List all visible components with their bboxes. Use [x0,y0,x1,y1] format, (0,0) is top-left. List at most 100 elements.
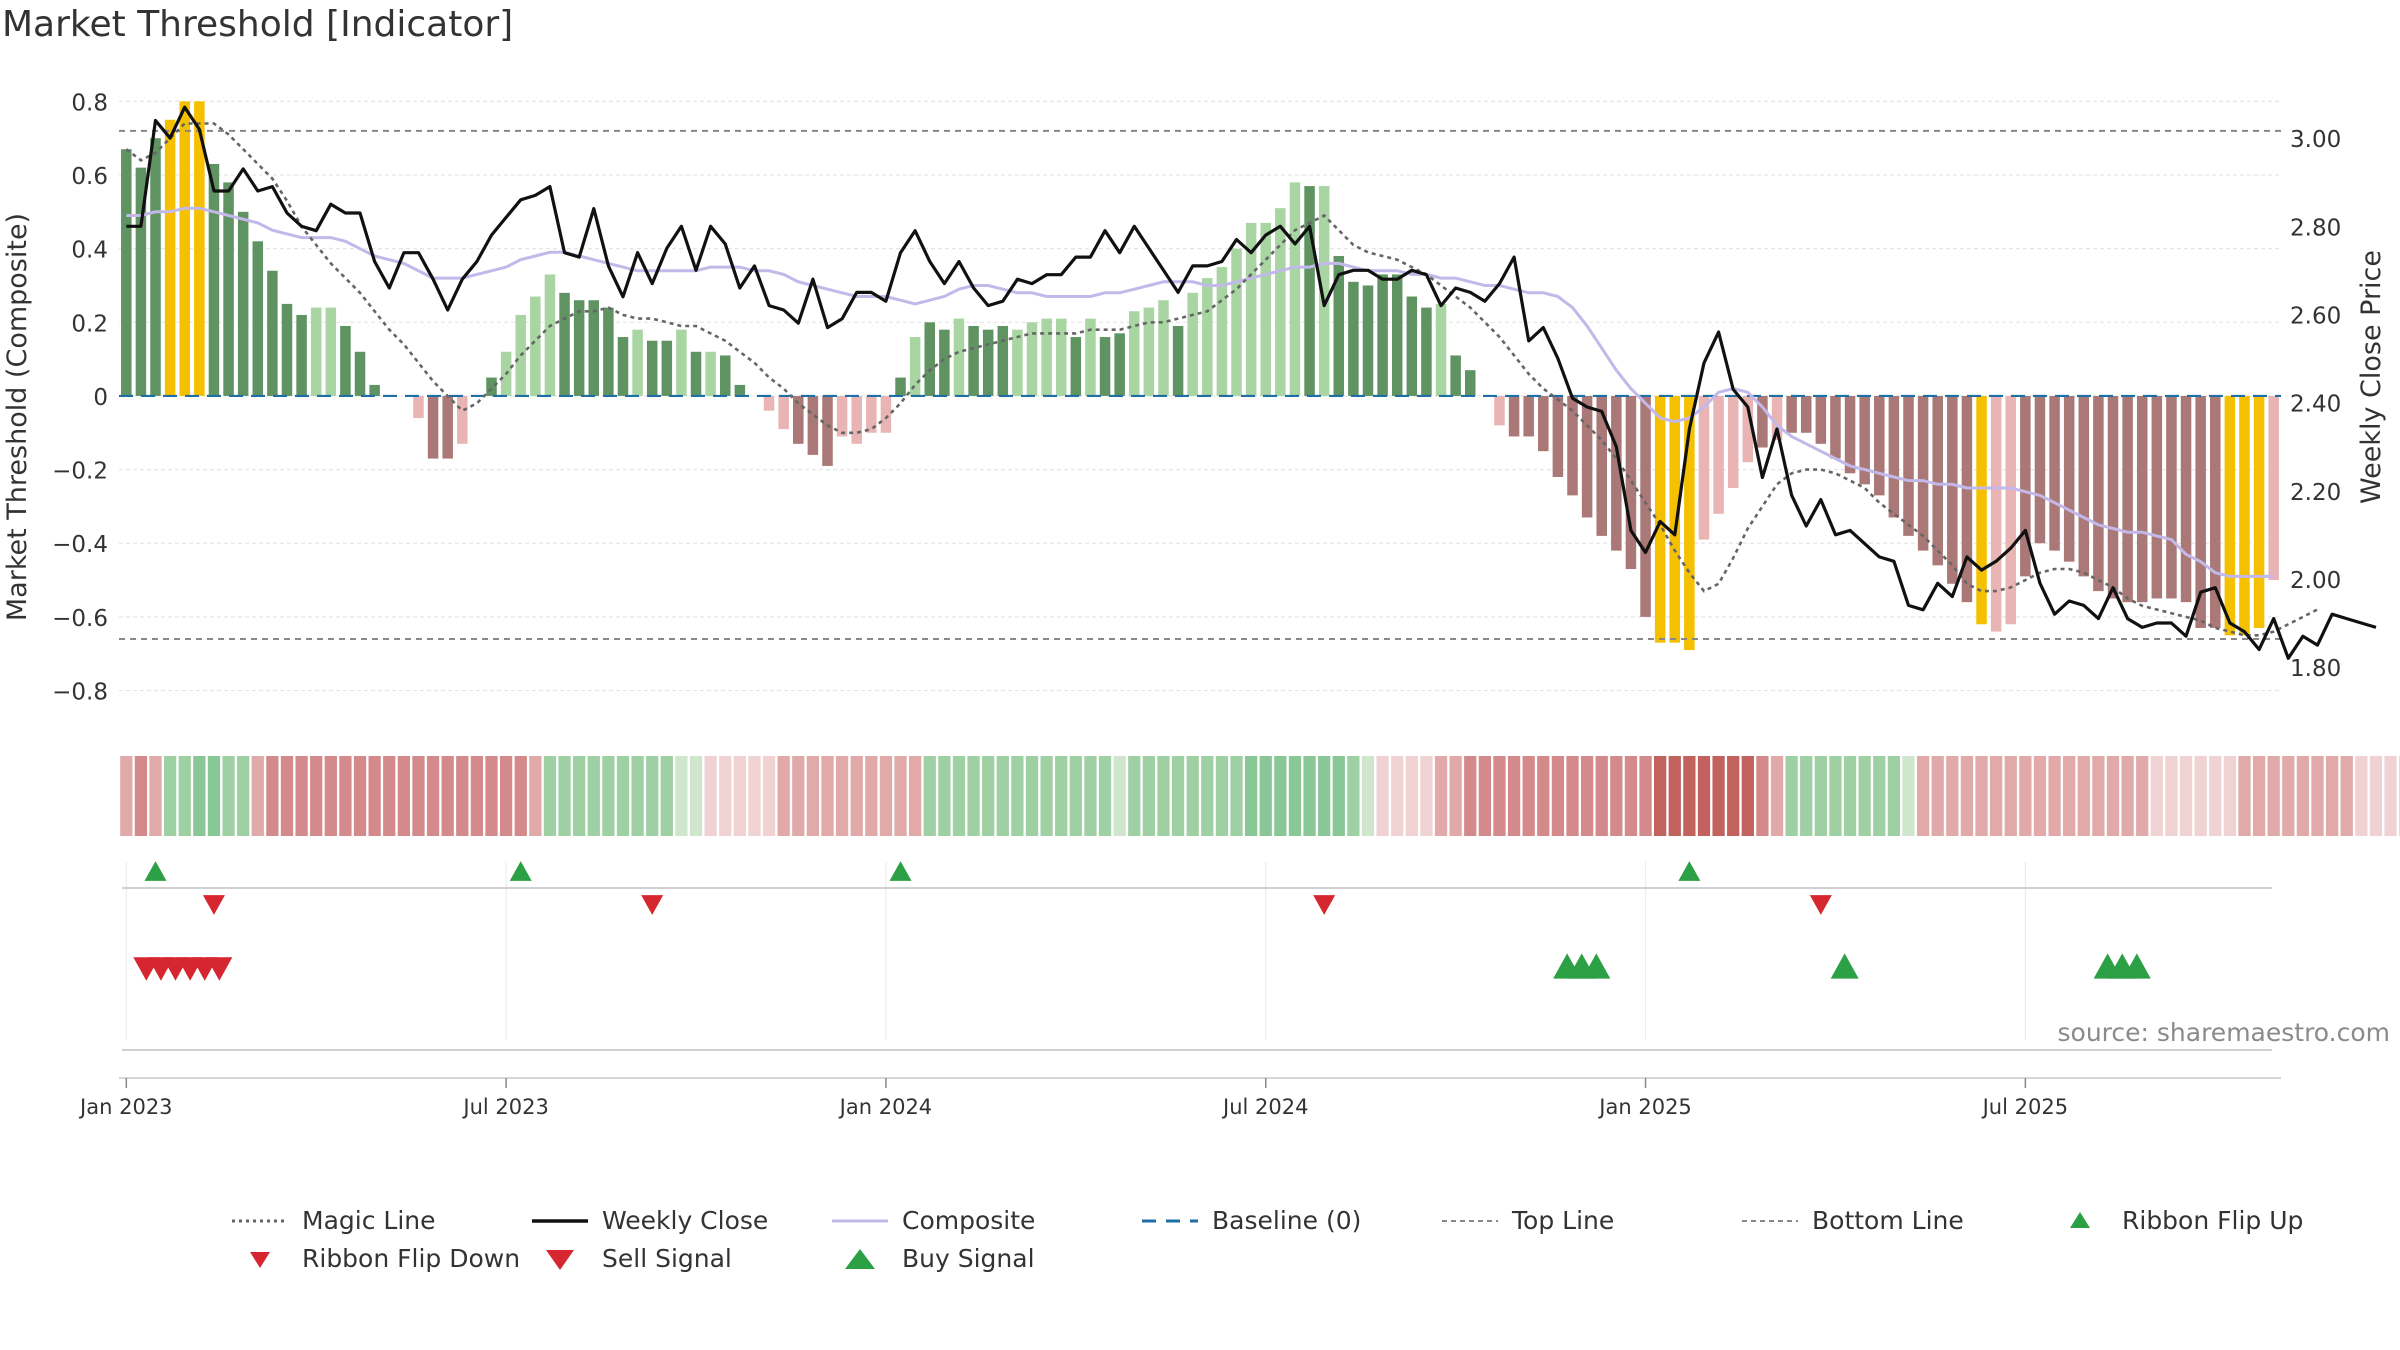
ribbon-cell [616,756,630,836]
composite-bar [1611,395,1622,551]
ribbon-cell [2296,756,2310,836]
ribbon-cell [806,756,820,836]
ribbon-cell [1785,756,1798,836]
legend-item: Ribbon Flip Down [230,1244,520,1273]
ribbon-cell [237,756,250,836]
legend-item: Ribbon Flip Up [2050,1206,2303,1235]
y-axis-title: Market Threshold (Composite) [2,213,33,621]
ribbon-cell [748,756,761,836]
legend-swatch [1142,1219,1198,1222]
ribbon-cell [2369,756,2383,836]
y2-tick-label: 3.00 [2290,127,2341,153]
composite-bar [939,329,950,396]
ribbon-cell [529,756,542,836]
composite-bar [2107,395,2119,599]
ribbon-cell [1610,756,1623,836]
legend-item: Magic Line [230,1206,436,1235]
magic-line [125,122,2319,637]
composite-bar [676,329,687,396]
composite-bar [1917,395,1929,551]
composite-bar [1070,337,1082,396]
composite-bar [2020,395,2031,577]
ribbon-cell [470,756,484,836]
ribbon-cell [514,756,527,836]
ribbon-cell [1288,756,1302,836]
composite-bar [1830,395,1841,459]
composite-bar [1669,395,1681,643]
composite-bar [135,167,147,396]
composite-bar [442,395,453,459]
ribbon-cell [587,756,600,836]
ribbon-cell [835,756,849,836]
ribbon-cell [280,756,294,836]
x-tick-label: Jan 2024 [838,1095,933,1119]
composite-bar [1888,395,1900,518]
composite-bar [1435,303,1447,396]
composite-bar [2239,395,2250,636]
composite-bar [1757,395,1768,448]
ribbon-cell [1507,756,1521,836]
composite-bar [982,329,994,396]
composite-bar [1640,395,1651,617]
ribbon-cell [792,756,805,836]
legend-label: Composite [902,1206,1036,1235]
ribbon-cell [1201,756,1214,836]
composite-bar [1245,222,1257,396]
composite-bar [1684,395,1695,651]
composite-bar [2195,395,2206,628]
composite-bar [836,395,848,437]
ribbon-cell [733,756,746,836]
composite-bar [880,395,892,433]
composite-bar [486,377,497,396]
buy-signal-marker [2122,953,2151,979]
ribbon-cell [1420,756,1433,836]
chart-legend: Magic Line Weekly Close Composite Baseline … [230,1206,2370,1286]
ribbon-cell [1098,756,1112,836]
ribbon-cell [1639,756,1652,836]
composite-bar [164,119,176,396]
composite-bar [208,163,220,396]
composite-bar [1055,318,1067,396]
ribbon-cell [1303,756,1316,836]
ribbon-cell [1668,756,1681,836]
ribbon-cell [485,756,498,836]
ribbon-cell [2325,756,2339,836]
composite-bar [603,307,614,396]
legend-label: Weekly Close [602,1206,769,1235]
weekly-close-line [126,105,2377,660]
ribbon-cell [1025,756,1039,836]
composite-bar [1800,395,1812,433]
ribbon-cell [982,756,995,836]
composite-bar [1596,395,1607,536]
composite-bar [924,322,936,396]
composite-bar [895,377,906,396]
source-label: source: sharemaestro.com [2057,1018,2391,1047]
ribbon-cell [1464,756,1477,836]
ribbon-cell [719,756,732,836]
ribbon-cell [1595,756,1608,836]
y2-tick-label: 2.60 [2290,303,2341,329]
ribbon-cell [1712,756,1725,836]
composite-bar [2253,395,2265,628]
ribbon-cell [1741,756,1754,836]
ribbon-flip-up-marker [889,861,912,881]
composite-bar [2180,395,2192,603]
composite-bar [793,395,804,444]
composite-bar [997,325,1009,396]
composite-bar [1874,395,1885,496]
composite-bar [1961,395,1973,603]
ribbon-cell [1376,756,1389,836]
ribbon-cell [163,756,177,836]
ribbon-cell [1171,756,1185,836]
composite-bar [573,300,585,396]
ribbon-cell [2340,756,2353,836]
composite-bar [237,211,249,396]
composite-bar [719,355,731,396]
composite-bar [252,241,264,396]
ribbon-cell [1391,756,1404,836]
ribbon-cell [996,756,1009,836]
ribbon-cell [2150,756,2163,836]
ribbon-cell [2019,756,2032,836]
composite-bar [690,351,702,396]
